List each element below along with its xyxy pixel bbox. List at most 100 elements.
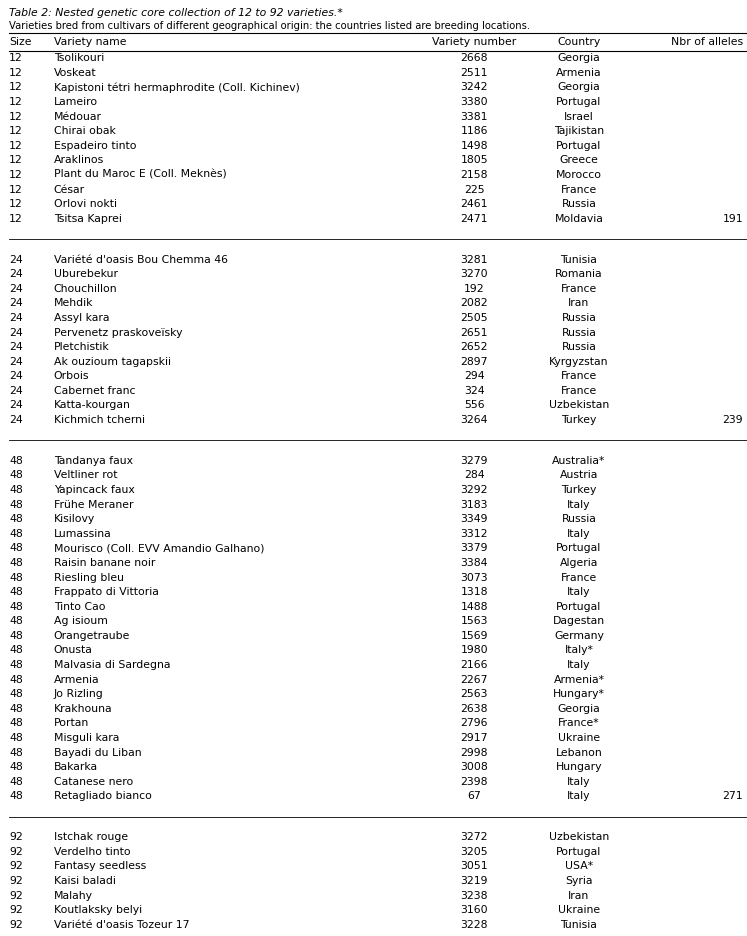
Text: Mourisco (Coll. EVV Amandio Galhano): Mourisco (Coll. EVV Amandio Galhano) [54,544,264,553]
Text: Onusta: Onusta [54,646,93,655]
Text: 12: 12 [9,155,22,166]
Text: Russia: Russia [562,342,596,352]
Text: 2796: 2796 [461,719,488,728]
Text: 3205: 3205 [461,847,488,856]
Text: 48: 48 [9,529,22,539]
Text: 12: 12 [9,170,22,180]
Text: 3281: 3281 [461,255,488,265]
Text: 3238: 3238 [461,890,488,900]
Text: 12: 12 [9,68,22,78]
Text: Araklinos: Araklinos [54,155,104,166]
Text: 1318: 1318 [461,587,488,597]
Text: Ag isioum: Ag isioum [54,616,108,626]
Text: Georgia: Georgia [557,82,601,93]
Text: Italy*: Italy* [565,646,593,655]
Text: Armenia: Armenia [54,675,99,684]
Text: 1488: 1488 [461,602,488,612]
Text: 3279: 3279 [461,456,488,466]
Text: Dagestan: Dagestan [553,616,605,626]
Text: 2563: 2563 [461,689,488,699]
Text: 48: 48 [9,791,22,801]
Text: Plant du Maroc E (Coll. Meknès): Plant du Maroc E (Coll. Meknès) [54,170,226,180]
Text: 48: 48 [9,602,22,612]
Text: Koutlaksky belyi: Koutlaksky belyi [54,905,142,915]
Text: Tsitsa Kaprei: Tsitsa Kaprei [54,213,122,224]
Text: 2082: 2082 [461,299,488,308]
Text: Italy: Italy [567,660,591,670]
Text: 294: 294 [464,372,485,381]
Text: Turkey: Turkey [561,485,597,495]
Text: Bakarka: Bakarka [54,762,98,772]
Text: France: France [561,184,597,195]
Text: Chouchillon: Chouchillon [54,284,117,294]
Text: Lebanon: Lebanon [556,748,602,757]
Text: 3073: 3073 [461,573,488,582]
Text: Italy: Italy [567,500,591,509]
Text: Armenia: Armenia [556,68,602,78]
Text: 3228: 3228 [461,920,488,929]
Text: 2511: 2511 [461,68,488,78]
Text: 192: 192 [464,284,485,294]
Text: Iran: Iran [568,299,589,308]
Text: 48: 48 [9,485,22,495]
Text: 24: 24 [9,270,22,279]
Text: 3380: 3380 [461,97,488,107]
Text: 24: 24 [9,415,22,425]
Text: Variété d'oasis Tozeur 17: Variété d'oasis Tozeur 17 [54,920,189,929]
Text: 239: 239 [722,415,743,425]
Text: 2158: 2158 [461,170,488,180]
Text: Katta-kourgan: Katta-kourgan [54,401,131,411]
Text: Kisilovy: Kisilovy [54,514,95,524]
Text: 48: 48 [9,471,22,480]
Text: Hungary: Hungary [556,762,602,772]
Text: Greece: Greece [560,155,598,166]
Text: Retagliado bianco: Retagliado bianco [54,791,152,801]
Text: Chirai obak: Chirai obak [54,126,116,137]
Text: 1498: 1498 [461,140,488,151]
Text: 48: 48 [9,660,22,670]
Text: 48: 48 [9,748,22,757]
Text: France: France [561,372,597,381]
Text: 92: 92 [9,876,22,886]
Text: 3008: 3008 [460,762,489,772]
Text: Malahy: Malahy [54,890,93,900]
Text: Yapincack faux: Yapincack faux [54,485,134,495]
Text: Country: Country [557,37,601,47]
Text: Orlovi nokti: Orlovi nokti [54,199,117,209]
Text: Lumassina: Lumassina [54,529,111,539]
Text: 3381: 3381 [461,111,488,122]
Text: 12: 12 [9,199,22,209]
Text: Moldavia: Moldavia [554,213,604,224]
Text: César: César [54,184,85,195]
Text: 1563: 1563 [461,616,488,626]
Text: 48: 48 [9,704,22,714]
Text: Kapistoni tétri hermaphrodite (Coll. Kichinev): Kapistoni tétri hermaphrodite (Coll. Kic… [54,82,300,93]
Text: 3379: 3379 [461,544,488,553]
Text: 2398: 2398 [461,777,488,787]
Text: Ak ouzioum tagapskii: Ak ouzioum tagapskii [54,357,171,367]
Text: 1569: 1569 [461,631,488,641]
Text: Table 2: Nested genetic core collection of 12 to 92 varieties.*: Table 2: Nested genetic core collection … [9,8,343,18]
Text: Assyl kara: Assyl kara [54,313,109,323]
Text: 3051: 3051 [461,861,488,871]
Text: Espadeiro tinto: Espadeiro tinto [54,140,136,151]
Text: 48: 48 [9,456,22,466]
Text: 12: 12 [9,213,22,224]
Text: Tinto Cao: Tinto Cao [54,602,105,612]
Text: Frühe Meraner: Frühe Meraner [54,500,133,509]
Text: 92: 92 [9,832,22,842]
Text: 3219: 3219 [461,876,488,886]
Text: 48: 48 [9,762,22,772]
Text: 3242: 3242 [461,82,488,93]
Text: Misguli kara: Misguli kara [54,733,120,743]
Text: 48: 48 [9,514,22,524]
Text: 225: 225 [464,184,485,195]
Text: Krakhouna: Krakhouna [54,704,112,714]
Text: 24: 24 [9,255,22,265]
Text: Austria: Austria [560,471,598,480]
Text: 3160: 3160 [461,905,488,915]
Text: 67: 67 [468,791,481,801]
Text: Istchak rouge: Istchak rouge [54,832,128,842]
Text: Lameiro: Lameiro [54,97,98,107]
Text: 12: 12 [9,184,22,195]
